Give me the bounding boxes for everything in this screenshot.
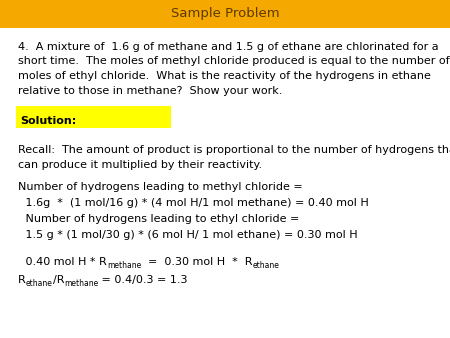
Text: 1.6g  *  (1 mol/16 g) * (4 mol H/1 mol methane) = 0.40 mol H: 1.6g * (1 mol/16 g) * (4 mol H/1 mol met… (22, 198, 369, 208)
Text: methane: methane (107, 261, 141, 270)
Text: = 0.4/0.3 = 1.3: = 0.4/0.3 = 1.3 (99, 275, 188, 285)
Text: moles of ethyl chloride.  What is the reactivity of the hydrogens in ethane: moles of ethyl chloride. What is the rea… (18, 71, 431, 81)
Text: ethane: ethane (252, 261, 279, 270)
Text: Number of hydrogens leading to methyl chloride =: Number of hydrogens leading to methyl ch… (18, 182, 303, 192)
Text: 0.40 mol H * R: 0.40 mol H * R (22, 257, 107, 267)
Text: short time.  The moles of methyl chloride produced is equal to the number of: short time. The moles of methyl chloride… (18, 56, 450, 67)
Text: ethane: ethane (26, 279, 53, 288)
Text: /R: /R (53, 275, 64, 285)
Text: Solution:: Solution: (20, 116, 76, 126)
Text: 4.  A mixture of  1.6 g of methane and 1.5 g of ethane are chlorinated for a: 4. A mixture of 1.6 g of methane and 1.5… (18, 42, 439, 52)
Text: =  0.30 mol H  *  R: = 0.30 mol H * R (141, 257, 252, 267)
Text: Recall:  The amount of product is proportional to the number of hydrogens that: Recall: The amount of product is proport… (18, 145, 450, 155)
Text: Number of hydrogens leading to ethyl chloride =: Number of hydrogens leading to ethyl chl… (22, 214, 299, 224)
Text: relative to those in methane?  Show your work.: relative to those in methane? Show your … (18, 86, 283, 96)
Text: can produce it multiplied by their reactivity.: can produce it multiplied by their react… (18, 160, 262, 169)
Text: 1.5 g * (1 mol/30 g) * (6 mol H/ 1 mol ethane) = 0.30 mol H: 1.5 g * (1 mol/30 g) * (6 mol H/ 1 mol e… (22, 230, 358, 240)
Text: methane: methane (64, 279, 99, 288)
Text: Sample Problem: Sample Problem (171, 7, 279, 20)
Text: R: R (18, 275, 26, 285)
